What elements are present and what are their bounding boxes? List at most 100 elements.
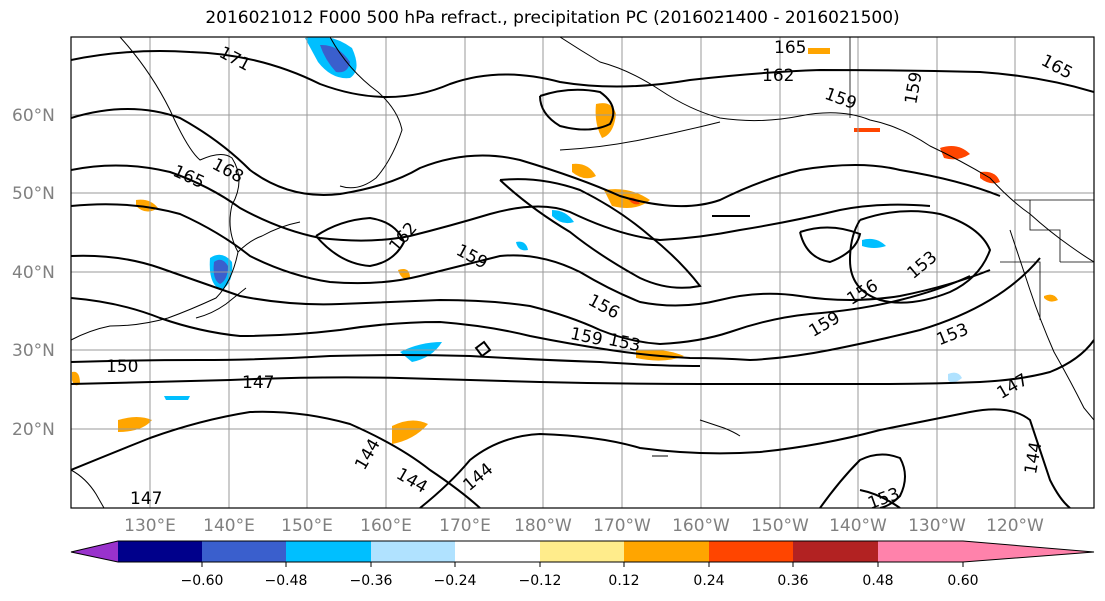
lon-label: 150°E [281, 516, 333, 536]
precip-blob-positive [72, 371, 80, 386]
precip-blob-positive [572, 163, 596, 179]
precip-blob-positive [940, 146, 970, 160]
colorbar-tick-label: 0.12 [608, 573, 639, 589]
precip-blob-negative [948, 372, 962, 383]
contour-line [848, 210, 992, 304]
lon-label: 120°W [986, 516, 1044, 536]
contour-line [419, 408, 1071, 508]
coastline-japan [195, 221, 301, 319]
contour-line [71, 257, 1041, 362]
precip-blob-positive [118, 417, 152, 432]
lon-label: 160°W [672, 516, 730, 536]
contour-line [71, 339, 1094, 386]
contour-label: 147 [242, 373, 274, 393]
coastline-asia [71, 37, 240, 341]
colorbar-tick-label: 0.24 [693, 573, 724, 589]
contour-line [71, 203, 991, 307]
precip-blob-positive [392, 420, 428, 444]
lon-label: 140°E [203, 516, 255, 536]
contour-label: 165 [774, 38, 806, 58]
colorbar-tick-label: −0.48 [265, 573, 308, 589]
contour-line [819, 453, 906, 508]
precip-blob-negative [516, 241, 528, 251]
colorbar-tick-label: −0.60 [181, 573, 224, 589]
hawaii-islands [652, 419, 741, 457]
borders [849, 37, 1094, 320]
colorbar-segment [371, 541, 455, 562]
lon-label: 170°W [593, 516, 651, 536]
precip-blob-negative [862, 238, 886, 248]
map-title: 2016021012 F000 500 hPa refract., precip… [205, 8, 900, 28]
contour-label: 147 [130, 489, 162, 509]
lat-label: 60°N [12, 106, 55, 126]
contour-line [539, 88, 615, 131]
longitude-labels: 130°E 140°E 150°E 160°E 170°E 180°W 170°… [124, 516, 1044, 536]
colorbar-tick-label: −0.12 [519, 573, 562, 589]
colorbar-segment [540, 541, 624, 562]
lon-label: 130°E [124, 516, 176, 536]
lon-label: 180°W [514, 516, 572, 536]
contour-line [315, 216, 406, 268]
precip-blob-negative [400, 342, 442, 362]
colorbar-segment [202, 541, 286, 562]
colorbar-extend-max [963, 541, 1094, 562]
contour-line [499, 178, 702, 289]
precip-blob-negative [552, 210, 574, 224]
lat-label: 20°N [12, 420, 55, 440]
lon-label: 160°E [360, 516, 412, 536]
plot-area: 171 165 168 162 165 162 159 165 159 159 … [71, 37, 1094, 509]
coastline-kamchatka [329, 37, 403, 189]
contour-line [474, 340, 492, 358]
contour-label: 162 [762, 66, 794, 86]
colorbar-tick-label: 0.48 [862, 573, 893, 589]
precip-blob-negative-core [320, 44, 350, 73]
colorbar-tick-labels: −0.60 −0.48 −0.36 −0.24 −0.12 0.12 0.24 … [181, 573, 979, 589]
contour-line [71, 108, 1001, 208]
contour-label: 150 [106, 357, 138, 377]
philippines-coast [71, 469, 105, 508]
colorbar-segment [878, 541, 963, 562]
coastline-north-america [1009, 229, 1094, 421]
contour-line [799, 226, 862, 264]
precip-blob-negative [164, 396, 190, 400]
lon-label: 150°W [751, 516, 809, 536]
contour-line [71, 164, 931, 242]
colorbar-segment [624, 541, 709, 562]
latitude-labels: 60°N 50°N 40°N 30°N 20°N [12, 106, 55, 440]
contour-line [71, 410, 481, 508]
lon-label: 140°W [829, 516, 887, 536]
colorbar-segment [793, 541, 878, 562]
precip-blob-positive [595, 103, 616, 138]
contour-line [71, 354, 701, 367]
lat-label: 50°N [12, 184, 55, 204]
precip-blob-positive [808, 48, 830, 54]
contour-line [71, 50, 1094, 98]
colorbar-tick-label: 0.60 [947, 573, 978, 589]
colorbar-segment [118, 541, 202, 562]
contour-line [859, 489, 901, 508]
lat-label: 40°N [12, 263, 55, 283]
colorbar-segment [286, 541, 371, 562]
colorbar-tick-label: 0.36 [777, 573, 808, 589]
lat-label: 30°N [12, 341, 55, 361]
coastline-alaska [559, 37, 1094, 263]
lon-label: 130°W [908, 516, 966, 536]
colorbar-frame [70, 540, 1095, 563]
colorbar-ticks [201, 562, 964, 567]
contours [71, 50, 1094, 508]
precip-blob-positive [1044, 294, 1058, 302]
contour-line [71, 254, 971, 346]
plot-frame [70, 36, 1095, 509]
colorbar-tick-label: −0.24 [434, 573, 477, 589]
colorbar: −0.60 −0.48 −0.36 −0.24 −0.12 0.12 0.24 … [70, 540, 1095, 589]
lon-label: 170°E [439, 516, 491, 536]
colorbar-segment [709, 541, 793, 562]
precip-blob-positive [854, 128, 880, 132]
colorbar-segment [455, 541, 540, 562]
gridlines [71, 37, 1094, 508]
coastlines [71, 37, 1094, 508]
colorbar-extend-min [71, 541, 118, 562]
colorbar-tick-label: −0.36 [350, 573, 393, 589]
aleutian-islands [559, 121, 721, 151]
